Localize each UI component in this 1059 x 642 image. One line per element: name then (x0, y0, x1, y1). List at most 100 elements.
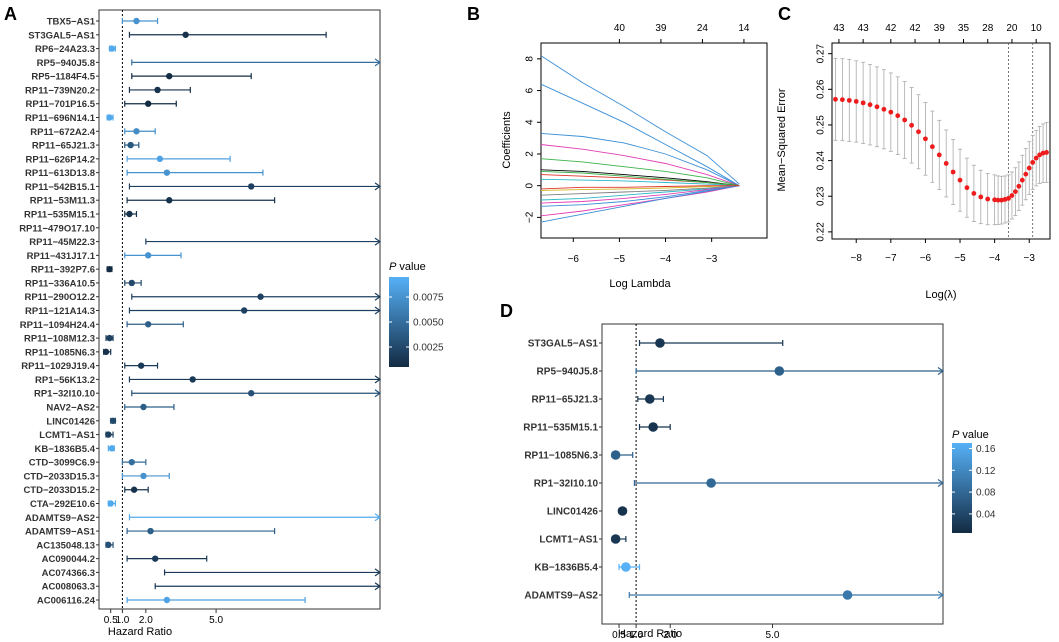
panel-a-row-label: AC074366.3 (42, 568, 95, 579)
panel-a-row-label: AC090044.2 (42, 554, 95, 565)
panel-c-top-tick-label: 35 (958, 23, 970, 34)
panel-a-row-label: RP11−672A2.4 (30, 127, 95, 138)
panel-a-row: RP11−392P7.6 (31, 265, 113, 276)
panel-a-point (147, 527, 154, 535)
panel-c-point (1009, 193, 1015, 198)
panel-a-row: CTA−292E10.6 (30, 499, 116, 510)
panel-a-row-label: RP11−336A10.5 (25, 278, 96, 289)
panel-a-row-label: AC006116.24 (37, 596, 96, 607)
panel-a-row-label: RP11−290O12.2 (24, 292, 95, 303)
panel-a-point (127, 141, 134, 149)
panel-a-row-label: ST3GAL5−AS1 (28, 30, 96, 41)
panel-a-row: RP11−479O17.10 (19, 223, 99, 234)
panel-c-point (1026, 165, 1032, 171)
panel-c-x-label: Log(λ) (925, 289, 956, 301)
panel-a-row-label: RP11−45M22.3 (29, 237, 95, 248)
panel-a-row-label: RP6−24A23.3 (35, 44, 95, 55)
panel-d-ci-arrow (937, 591, 945, 599)
panel-a-point (248, 183, 255, 190)
panel-c-point (888, 109, 894, 115)
panel-b-y-tick-label: 2 (525, 151, 536, 157)
panel-d-point (774, 366, 785, 376)
panel-d-legend-tick-label: 0.04 (976, 509, 996, 520)
panel-a-point (140, 403, 147, 411)
panel-a-legend-ticks: 0.0075 0.0050 0.0025 (389, 293, 444, 354)
panel-d-row-label: KB−1836B5.4 (534, 563, 598, 574)
panel-a-row: RP11−45M22.3 (29, 237, 382, 248)
panel-c-point (964, 185, 970, 191)
panel-d-row: ST3GAL5−AS1 (528, 338, 784, 350)
panel-c-y-tick-label: 0.22 (816, 222, 827, 242)
panel-c-point (1006, 195, 1011, 201)
panel-d-point (610, 534, 621, 544)
panel-a-x-axis: 0.51.0 2.0 5.0 (104, 609, 223, 626)
panel-c-y-tick-label: 0.26 (816, 79, 827, 99)
panel-letter-c: C (778, 4, 791, 24)
panel-c-point (1030, 159, 1036, 165)
panel-a-row: AC074366.3 (42, 568, 382, 579)
panel-b-top-tick-label: 24 (697, 23, 709, 34)
panel-b-series-line (540, 178, 740, 187)
panel-a-x-tick-label: 2.0 (139, 615, 153, 626)
panel-d-row-label: ADAMTS9−AS2 (524, 591, 598, 602)
panel-d-legend-title-p: P (952, 429, 960, 441)
panel-c-top-tick-label: 43 (833, 23, 845, 34)
panel-c-top-tick-label: 42 (885, 23, 897, 34)
panel-b-x-tick-label: −4 (660, 254, 672, 265)
panel-a-ci-arrow (374, 513, 382, 522)
panel-b-y-tick-label: 4 (525, 119, 536, 125)
panel-d-ci-arrow (937, 367, 945, 375)
panel-b-series-line (540, 169, 740, 187)
panel-a-row: RP11−65J21.3 (32, 141, 140, 152)
panel-d-rows: ST3GAL5−AS1 RP5−940J5.8 RP11−65J21.3 RP11−5… (523, 324, 945, 624)
panel-b-series-line (540, 158, 740, 187)
panel-d-x-tick-label: 1.0 (629, 630, 643, 641)
panel-a-legend-title-p: P (389, 261, 397, 273)
panel-c-y-label: Mean−Squared Error (776, 88, 788, 191)
panel-a-row-label: LCMT1−AS1 (39, 430, 95, 441)
panel-a-point (133, 128, 140, 135)
panel-a-row-label: TBX5−AS1 (47, 17, 96, 28)
panel-c-point (978, 194, 984, 200)
panel-a-point (257, 293, 264, 300)
panel-a-row: RP5−940J5.8 (37, 58, 382, 69)
panel-a-row-label: RP11−613D13.8 (25, 168, 95, 179)
panel-d-point (621, 562, 631, 572)
panel-b-series-line (540, 170, 740, 187)
panel-a-frame (98, 9, 381, 610)
panel-b-series-line (540, 185, 740, 191)
panel-a-point (156, 155, 164, 163)
panel-a-row: RP11−672A2.4 (30, 127, 156, 138)
panel-a-row: CTD−2033D15.2 (23, 485, 149, 496)
panel-a-row-label: RP11−479O17.10 (19, 223, 95, 234)
panel-b-series-line (540, 185, 740, 207)
panel-d-forest-plot: ST3GAL5−AS1 RP5−940J5.8 RP11−65J21.3 RP11−5… (523, 323, 945, 641)
panel-c-point (874, 104, 880, 110)
panel-a-row: RP11−1029J19.4 (21, 361, 159, 372)
panel-a-row: AC006116.24 (37, 596, 306, 607)
panel-a-row: RP1−32I10.10 (34, 389, 382, 400)
panel-a-row-label: CTD−3099C6.9 (29, 458, 95, 469)
panel-c-x-tick-label: −5 (954, 253, 966, 264)
panel-a-row-label: LINC01426 (46, 416, 95, 427)
panel-d-point (648, 422, 658, 432)
panel-a-point (107, 500, 114, 507)
panel-c-point (1019, 177, 1025, 183)
panel-a-row-label: ADAMTS9−AS2 (25, 513, 95, 524)
panel-a-row: AC090044.2 (42, 554, 208, 565)
panel-a-row: AC008063.3 (42, 582, 382, 593)
panel-d-x-tick-label: 2.0 (663, 630, 677, 641)
panel-d-row: RP11−65J21.3 (532, 394, 664, 406)
panel-a-row-label: RP11−392P7.6 (31, 265, 95, 276)
panel-a-point (108, 445, 116, 452)
panel-d-x-label: Hazard Ratio (618, 628, 682, 640)
panel-d-ci-arrow (937, 479, 945, 487)
panel-letter-b: B (467, 4, 480, 24)
panel-b-top-tick-label: 39 (655, 23, 667, 34)
panel-a-row: RP11−53M11.3 (30, 196, 276, 207)
panel-a-row-label: RP11−65J21.3 (32, 141, 95, 152)
panel-c-axes: −8 −7 −6 −5 −4 −3 0.22 0.23 0.24 0.25 0.26 0.27 43 43… (816, 23, 1043, 264)
panel-b-x-tick-label: −5 (614, 254, 626, 265)
panel-a-row-label: AC008063.3 (42, 582, 95, 593)
panel-a-point (166, 197, 173, 204)
